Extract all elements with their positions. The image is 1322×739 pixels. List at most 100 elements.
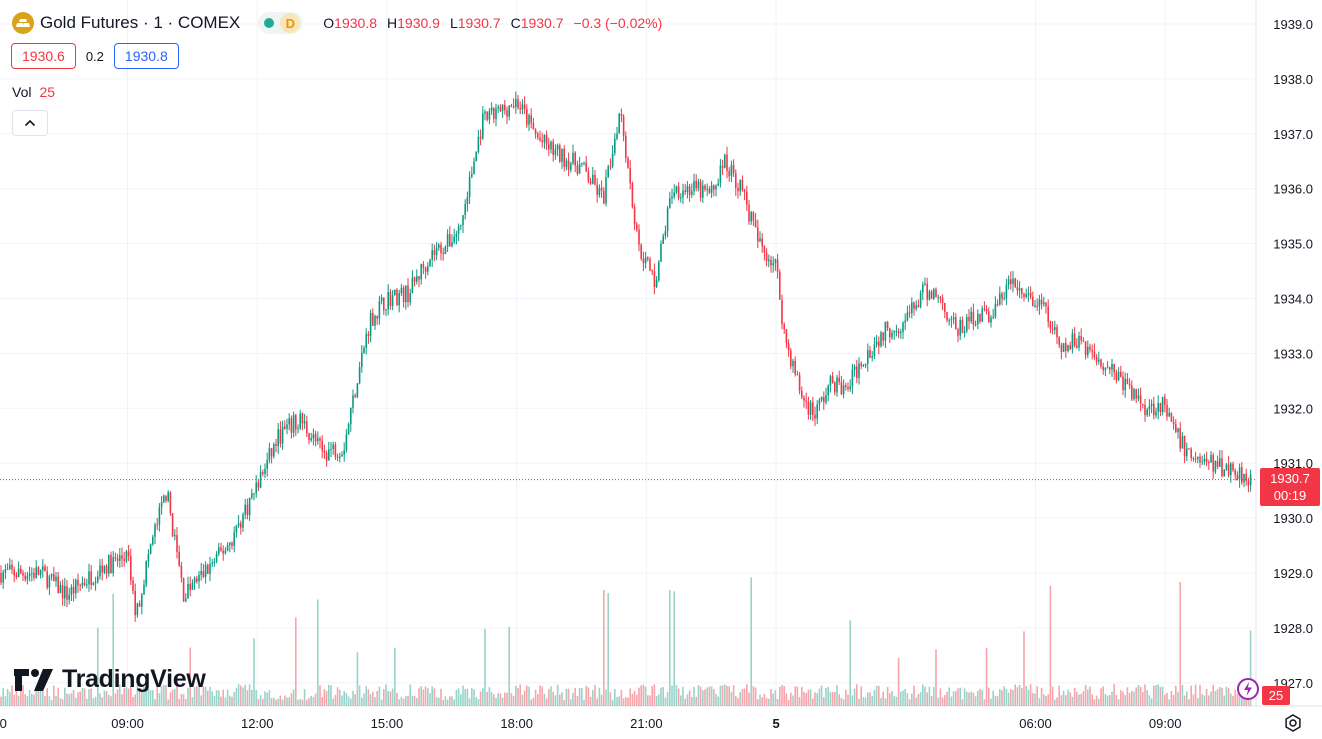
volume-bar (812, 698, 814, 706)
volume-bar (985, 647, 988, 706)
price-axis[interactable]: 1939.0 1938.0 1937.0 1936.0 1935.0 1934.0 1933… (1273, 17, 1313, 691)
candle-body (50, 574, 53, 577)
buy-button[interactable]: 1930.8 (113, 43, 179, 69)
time-axis[interactable]: :00 09:00 12:00 15:00 18:00 21:00 5 06:00 09:00 (0, 716, 1181, 731)
volume-bar (928, 686, 931, 706)
market-status[interactable]: D (258, 12, 304, 34)
candle-body (605, 177, 607, 204)
tradingview-logo[interactable]: TradingView (14, 665, 206, 694)
candle-body (933, 289, 935, 299)
volume-bar (763, 693, 766, 706)
volume-bar (336, 687, 339, 706)
volume-bar (534, 689, 537, 706)
volume-bar (1131, 690, 1133, 706)
volume-bar (231, 696, 233, 706)
volume-bar (506, 692, 508, 706)
symbol-title[interactable]: Gold Futures · 1 · COMEX (40, 13, 241, 32)
volume-bar (1172, 694, 1175, 706)
candle-body (625, 135, 627, 158)
volume-bar (1093, 699, 1096, 706)
volume-bar (479, 691, 482, 706)
volume-bar (196, 685, 198, 706)
candle-body (774, 259, 777, 264)
candle-body (1093, 351, 1096, 358)
candle-body (240, 523, 242, 528)
candle-body (636, 224, 638, 230)
candle-body (576, 165, 579, 174)
volume-bar (1157, 684, 1159, 706)
volume-bar (572, 692, 574, 706)
volume-bar (1190, 685, 1192, 706)
candle-body (207, 565, 209, 574)
candle-body (926, 283, 928, 300)
gear-icon[interactable] (1284, 714, 1302, 732)
candle-body (306, 421, 308, 434)
volume-bar (356, 652, 359, 706)
candle-body (367, 333, 370, 336)
candle-body (1091, 349, 1093, 352)
volume-bar (312, 697, 315, 706)
volume-bar (1124, 695, 1126, 706)
candle-body (750, 212, 752, 222)
volume-bar (365, 686, 367, 706)
candle-body (746, 191, 748, 205)
volume-bar (677, 688, 680, 706)
volume-bar (1216, 689, 1219, 706)
candle-body (501, 104, 504, 112)
volume-bar (708, 686, 711, 706)
candle-body (895, 330, 898, 332)
candle-body (171, 513, 174, 537)
volume-bar (944, 695, 946, 706)
candle-body (504, 104, 506, 111)
collapse-legend-button[interactable] (12, 110, 48, 136)
candle-body (1082, 340, 1085, 342)
volume-bar (1128, 692, 1131, 706)
candle-body (1124, 378, 1126, 391)
volume-bar (171, 689, 174, 706)
candle-body (187, 583, 189, 599)
volume-bar (829, 691, 832, 706)
candle-body (715, 185, 717, 190)
volume-bar (735, 696, 737, 706)
price-tick-label: 1939.0 (1273, 17, 1313, 32)
candle-body (163, 495, 165, 503)
candle-body (1043, 302, 1045, 305)
volume-bar (475, 697, 477, 706)
volume-bar (977, 690, 979, 706)
price-tick-label: 1936.0 (1273, 182, 1313, 197)
volume-bar (53, 685, 55, 706)
volume-bar (1221, 687, 1223, 706)
bar-countdown: 00:19 (1273, 488, 1307, 503)
candle-body (438, 244, 440, 248)
volume-bar (627, 697, 629, 706)
candle-body (849, 386, 851, 389)
sell-button[interactable]: 1930.6 (11, 43, 76, 69)
volume-bar (1016, 687, 1019, 706)
volume-bar (44, 696, 46, 706)
volume-bar (152, 690, 154, 706)
volume-bar (871, 696, 873, 706)
candle-body (719, 165, 722, 184)
candle-body (149, 544, 152, 554)
candle-body (356, 383, 359, 397)
candle-body (1102, 366, 1104, 371)
volume-bar (1177, 691, 1179, 706)
volume-bar (823, 697, 825, 706)
candle-body (343, 450, 345, 455)
volume-bar (831, 692, 834, 706)
alert-button[interactable] (1237, 678, 1259, 700)
candle-body (1183, 436, 1186, 457)
volume-bar (110, 696, 112, 706)
volume-bar (647, 695, 649, 706)
volume-bar (666, 692, 669, 706)
volume-bar (664, 697, 667, 706)
candle-body (235, 525, 238, 533)
delayed-badge[interactable]: D (280, 13, 301, 33)
volume-bar (1175, 685, 1177, 706)
candle-body (383, 297, 385, 311)
candle-body (1161, 397, 1164, 413)
candle-body (1177, 428, 1179, 433)
candle-body (424, 267, 427, 272)
time-tick-label: 18:00 (500, 716, 533, 731)
